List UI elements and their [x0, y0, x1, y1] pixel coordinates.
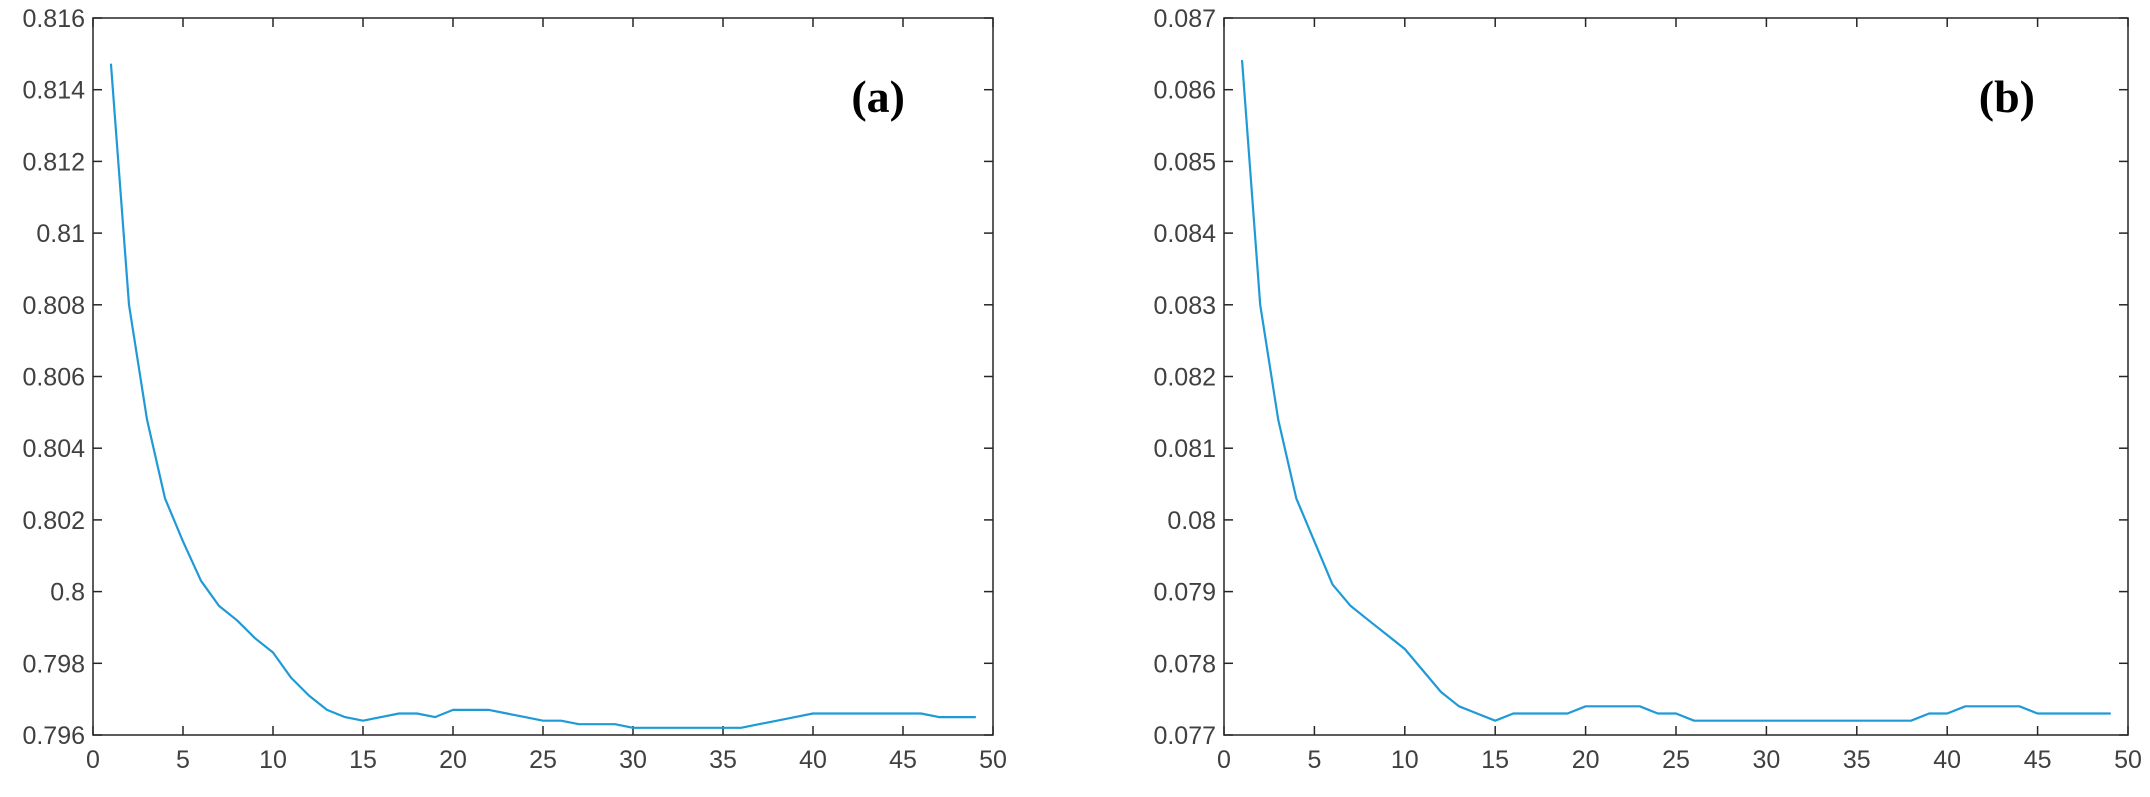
- y-tick-label: 0.804: [22, 435, 85, 463]
- y-tick-label: 0.079: [1153, 579, 1216, 607]
- x-tick-label: 20: [439, 746, 467, 774]
- y-tick-label: 0.796: [22, 722, 85, 750]
- y-tick-label: 0.086: [1153, 77, 1216, 105]
- y-tick-label: 0.077: [1153, 722, 1216, 750]
- y-tick-label: 0.806: [22, 364, 85, 392]
- x-tick-label: 0: [1217, 746, 1231, 774]
- y-tick-label: 0.084: [1153, 220, 1216, 248]
- plot-frame: [1223, 17, 2129, 736]
- x-tick-label: 30: [619, 746, 647, 774]
- x-tick-label: 35: [709, 746, 737, 774]
- x-tick-label: 25: [529, 746, 557, 774]
- y-tick-label: 0.798: [22, 650, 85, 678]
- y-tick-label: 0.085: [1153, 148, 1216, 176]
- x-tick-label: 45: [2024, 746, 2052, 774]
- y-tick-label: 0.082: [1153, 364, 1216, 392]
- y-tick-label: 0.816: [22, 5, 85, 33]
- y-tick-label: 0.802: [22, 507, 85, 535]
- plot-frame: [92, 17, 994, 736]
- x-tick-label: 50: [2114, 746, 2142, 774]
- x-tick-label: 0: [86, 746, 100, 774]
- x-tick-label: 20: [1572, 746, 1600, 774]
- chart-panel-a: 0 5 10 15 20 25 30 35 40 45 50 0.796 0.798 0.8 0.802 0.…: [22, 5, 1006, 774]
- x-tick-label: 30: [1752, 746, 1780, 774]
- series-line: [1240, 59, 2111, 722]
- y-tick-label: 0.814: [22, 77, 85, 105]
- x-tick-label: 5: [1307, 746, 1321, 774]
- panel-label: (b): [1979, 71, 2035, 122]
- y-tick-label: 0.078: [1153, 650, 1216, 678]
- x-tick-label: 10: [1391, 746, 1419, 774]
- y-tick-label: 0.81: [36, 220, 85, 248]
- x-tick-label: 40: [1933, 746, 1961, 774]
- y-tick-label: 0.812: [22, 148, 85, 176]
- x-tick-label: 50: [979, 746, 1007, 774]
- x-tick-label: 15: [1481, 746, 1509, 774]
- x-tick-label: 45: [889, 746, 917, 774]
- x-tick-label: 35: [1843, 746, 1871, 774]
- x-tick-label: 15: [349, 746, 377, 774]
- y-tick-label: 0.8: [50, 579, 85, 607]
- y-tick-label: 0.808: [22, 292, 85, 320]
- x-tick-label: 40: [799, 746, 827, 774]
- panel-label: (a): [851, 71, 905, 122]
- x-tick-label: 25: [1662, 746, 1690, 774]
- y-tick-label: 0.081: [1153, 435, 1216, 463]
- chart-panel-b: 0 5 10 15 20 25 30 35 40 45 50 0.077 0.078 0.079 0.08 0…: [1153, 5, 2141, 774]
- series-line: [109, 63, 977, 729]
- y-tick-label: 0.087: [1153, 5, 1216, 33]
- y-tick-label: 0.083: [1153, 292, 1216, 320]
- x-tick-label: 10: [259, 746, 287, 774]
- x-tick-label: 5: [176, 746, 190, 774]
- y-tick-label: 0.08: [1167, 507, 1216, 535]
